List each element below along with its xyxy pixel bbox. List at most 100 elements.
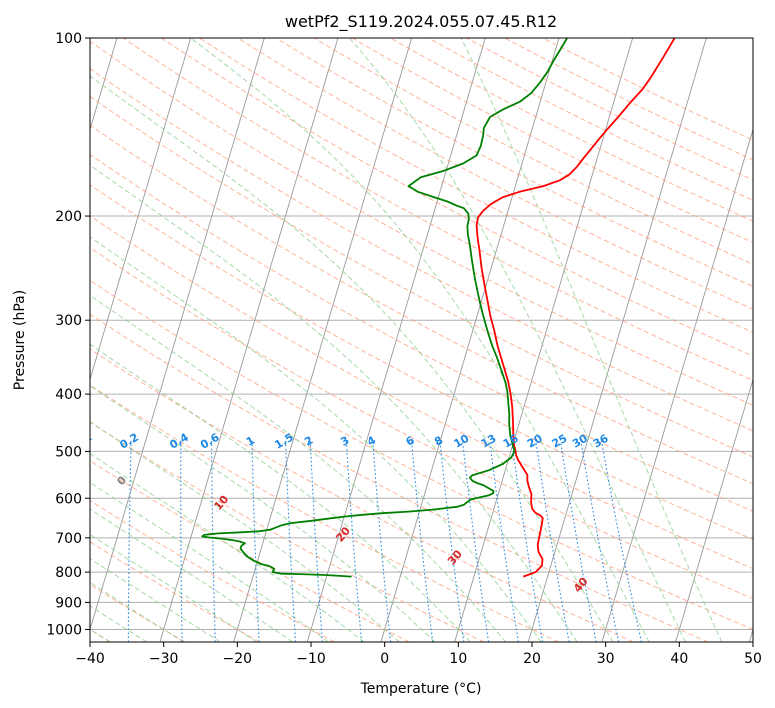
dry-adiabat-line bbox=[313, 38, 753, 265]
mixing-ratio-label: 13 bbox=[479, 432, 499, 451]
moist-adiabat-line bbox=[90, 236, 542, 642]
y-tick-label: 200 bbox=[55, 209, 82, 225]
mixing-ratio-line bbox=[489, 440, 519, 642]
mixing-ratio-line bbox=[127, 440, 132, 642]
dry-adiabat-line bbox=[90, 68, 753, 432]
mixing-ratio-label: 16 bbox=[501, 432, 521, 451]
moist-adiabat-line bbox=[90, 533, 257, 642]
mixing-ratio-line bbox=[439, 440, 465, 642]
dry-adiabat-line bbox=[90, 348, 634, 642]
mixing-ratio-label: 0.1 bbox=[71, 431, 94, 452]
y-tick-label: 1000 bbox=[46, 622, 82, 638]
temperature-line bbox=[475, 38, 676, 578]
moist-adiabat-line bbox=[460, 38, 723, 642]
moist-adiabat-line bbox=[348, 38, 686, 642]
dry-adiabat-line bbox=[275, 38, 753, 287]
moist-adiabat-line bbox=[90, 421, 400, 642]
x-tick-label: 40 bbox=[670, 651, 688, 667]
y-tick-label: 400 bbox=[55, 387, 82, 403]
y-tick-label: 600 bbox=[55, 491, 82, 507]
mixing-ratio-label: 2 bbox=[302, 434, 315, 449]
x-tick-label: 30 bbox=[597, 651, 615, 667]
dry-adiabat-line bbox=[90, 40, 753, 406]
isotherm-gridlines bbox=[90, 38, 753, 642]
dry-adiabat-line bbox=[90, 247, 753, 600]
dry-adiabat-line bbox=[90, 279, 753, 631]
mixing-ratio-label: 1 bbox=[244, 434, 257, 449]
mixing-ratio-label: 20 bbox=[525, 432, 545, 451]
moist-adiabat-line bbox=[190, 38, 650, 642]
mixing-ratio-line bbox=[600, 440, 643, 642]
dry-adiabat-line bbox=[90, 584, 186, 642]
isotherm-line bbox=[90, 38, 265, 632]
dry-adiabat-line bbox=[90, 124, 753, 485]
mixing-ratio-label: 1.5 bbox=[272, 431, 295, 452]
mixing-ratio-label: 36 bbox=[591, 432, 611, 451]
x-tick-label: 0 bbox=[380, 651, 389, 667]
y-tick-label: 900 bbox=[55, 595, 82, 611]
mixing-ratio-line bbox=[580, 440, 620, 642]
mixing-ratio-line bbox=[285, 440, 297, 642]
dry-adiabat-line bbox=[90, 154, 753, 512]
x-tick-label: 50 bbox=[744, 651, 762, 667]
moist-adiabat-line bbox=[90, 508, 293, 642]
chart-title: wetPf2_S119.2024.055.07.45.R12 bbox=[285, 12, 557, 32]
dry-adiabat-line bbox=[504, 38, 753, 161]
x-tick-label: −30 bbox=[149, 651, 179, 667]
isotherm-line bbox=[90, 38, 192, 382]
mixing-ratio-line bbox=[309, 440, 323, 642]
dry-adiabat-label: 0 bbox=[114, 473, 129, 487]
moist-adiabat-line bbox=[90, 481, 329, 642]
dry-adiabat-line bbox=[90, 96, 753, 458]
mixing-ratio-label: 4 bbox=[365, 433, 378, 448]
y-tick-label: 100 bbox=[55, 31, 82, 47]
sounding-profiles bbox=[201, 38, 676, 578]
mixing-ratio-line bbox=[462, 440, 490, 642]
mixing-ratio-label: 0.6 bbox=[198, 431, 222, 452]
dry-adiabat-line bbox=[199, 38, 753, 333]
moist-adiabat-line bbox=[90, 452, 365, 642]
mixing-ratio-label: 3 bbox=[338, 434, 351, 449]
isotherm-line bbox=[601, 127, 753, 642]
mixing-ratio-label: 25 bbox=[550, 432, 570, 451]
dry-adiabat-label: 10 bbox=[212, 493, 232, 513]
y-tick-label: 500 bbox=[55, 444, 82, 460]
mixing-ratio-line bbox=[410, 440, 434, 642]
y-axis-label: Pressure (hPa) bbox=[12, 290, 28, 390]
mixing-ratio-label: 10 bbox=[452, 432, 472, 451]
mixing-ratio-line bbox=[345, 440, 363, 642]
mixing-ratio-line bbox=[535, 440, 570, 642]
dry-adiabat-label: 20 bbox=[333, 524, 353, 544]
dry-adiabat-line bbox=[90, 460, 410, 642]
isotherm-line bbox=[527, 38, 707, 642]
plot-frame bbox=[89, 37, 754, 643]
moist-adiabat-line bbox=[90, 164, 578, 642]
mixing-ratio-label: 0.4 bbox=[167, 431, 191, 452]
dry-adiabat-line bbox=[90, 541, 261, 642]
dry-adiabat-line bbox=[90, 184, 753, 541]
x-axis-label: Temperature (°C) bbox=[360, 681, 482, 697]
moist-adiabat-line bbox=[90, 294, 507, 642]
dry-adiabat-label: 40 bbox=[571, 575, 591, 595]
moist-adiabat-line bbox=[90, 75, 614, 642]
y-tick-label: 700 bbox=[55, 531, 82, 547]
y-tick-label: 800 bbox=[55, 565, 82, 581]
isotherm-line bbox=[380, 38, 560, 642]
dewpoint-line bbox=[201, 38, 568, 578]
mixing-ratio-line bbox=[180, 440, 183, 642]
dry-adiabat-line bbox=[90, 499, 335, 642]
moist-adiabat-line bbox=[90, 343, 471, 642]
mixing-ratio-label: 30 bbox=[570, 432, 590, 451]
y-tick-label: 300 bbox=[55, 313, 82, 329]
isotherm-line bbox=[675, 377, 753, 642]
mixing-ratio-line bbox=[559, 440, 597, 642]
x-tick-label: 20 bbox=[523, 651, 541, 667]
moist-adiabat-line bbox=[90, 385, 436, 642]
isotherm-line bbox=[233, 38, 413, 642]
mixing-ratio-line bbox=[372, 440, 392, 642]
x-tick-label: −20 bbox=[223, 651, 253, 667]
y-axis-ticks: 100 200 300 400 500 600 700 800 900 1000 bbox=[46, 31, 90, 638]
dry-adiabat-line bbox=[90, 215, 753, 570]
x-tick-label: −40 bbox=[75, 651, 105, 667]
mixing-ratio-label: 0.2 bbox=[118, 431, 141, 452]
